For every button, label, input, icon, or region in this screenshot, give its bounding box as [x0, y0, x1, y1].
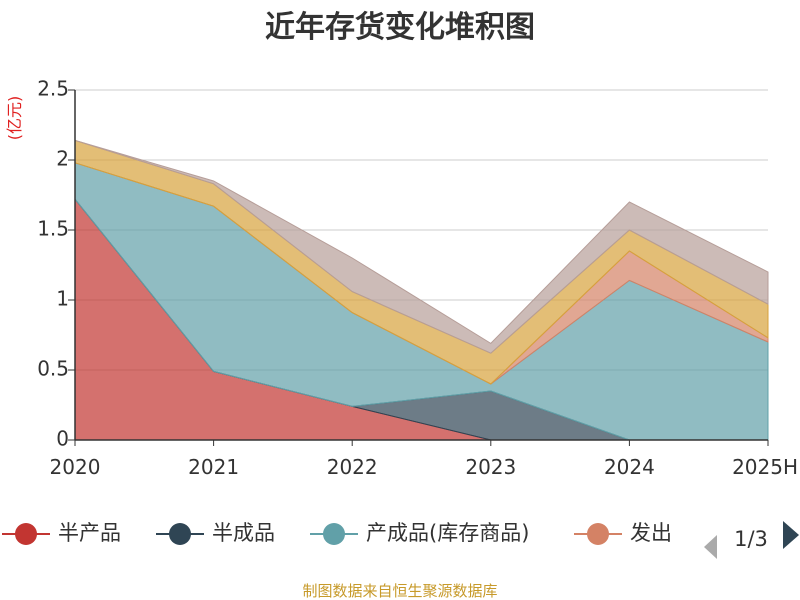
axes: 0 0.5 1 1.5 2 2.5 2020 2021 2022 2023 2024 2025H [37, 77, 798, 480]
y-tick-label: 0 [56, 427, 69, 451]
y-tick-label: 1.5 [37, 217, 69, 241]
area-其他 [74, 139, 769, 354]
x-tick-label: 2021 [188, 455, 239, 479]
legend-item[interactable]: 发出 [574, 521, 672, 545]
legend-label: 产成品(库存商品) [366, 521, 529, 545]
legend-label: 发出 [630, 521, 672, 545]
legend-pager: 1/3 [704, 521, 799, 559]
chart-title: 近年存货变化堆积图 [265, 10, 535, 45]
y-tick-label: 1 [56, 287, 69, 311]
legend-item[interactable]: 产成品(库存商品) [310, 521, 529, 545]
data-source: 制图数据来自恒生聚源数据库 [302, 582, 497, 600]
legend-circle-icon [587, 523, 609, 545]
legend-label: 半成品 [212, 521, 275, 545]
legend: 半产品 半成品 产成品(库存商品) 发出 [2, 521, 672, 545]
area-series [74, 139, 769, 441]
x-tick-label: 2025H [732, 455, 798, 479]
legend-circle-icon [15, 523, 37, 545]
y-tick-label: 0.5 [37, 357, 69, 381]
x-tick-label: 2022 [327, 455, 378, 479]
legend-item[interactable]: 半成品 [156, 521, 275, 545]
legend-prev-page-icon[interactable] [704, 535, 717, 559]
x-tick-label: 2024 [604, 455, 655, 479]
legend-page-indicator: 1/3 [734, 527, 768, 551]
y-axis-unit: (亿元) [5, 96, 24, 141]
legend-next-page-icon[interactable] [783, 521, 799, 549]
legend-circle-icon [323, 523, 345, 545]
y-tick-label: 2.5 [37, 77, 69, 101]
legend-circle-icon [169, 523, 191, 545]
legend-item[interactable]: 半产品 [2, 521, 121, 545]
x-tick-label: 2020 [50, 455, 101, 479]
x-tick-label: 2023 [465, 455, 516, 479]
y-tick-label: 2 [56, 147, 69, 171]
legend-label: 半产品 [58, 521, 121, 545]
